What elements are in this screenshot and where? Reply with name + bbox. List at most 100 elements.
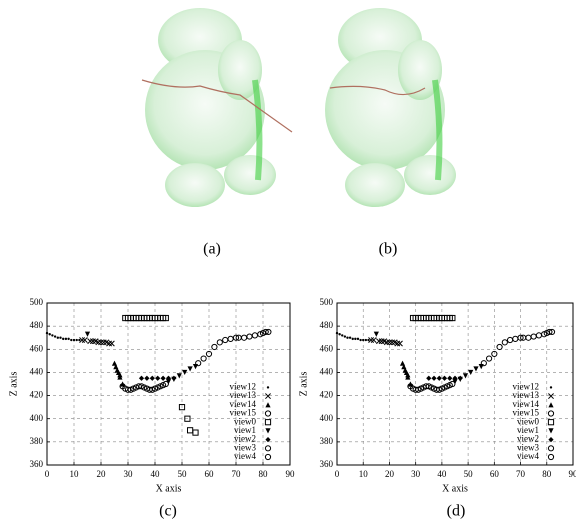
point (336, 332, 338, 334)
y-tick-label: 400 (30, 413, 44, 423)
legend-marker (548, 428, 553, 433)
point (193, 364, 198, 369)
point (212, 344, 217, 349)
figure: (a) (b) (c) (d) 360380400420440460480500… (0, 0, 576, 524)
x-tick-label: 20 (385, 469, 395, 479)
x-tick-label: 0 (335, 469, 340, 479)
point (228, 336, 233, 341)
point (54, 335, 56, 337)
legend-marker (548, 420, 553, 425)
point (400, 361, 405, 366)
x-tick-label: 10 (359, 469, 369, 479)
point (90, 339, 95, 344)
x-axis-label: X axis (156, 483, 182, 494)
point (46, 332, 48, 334)
point (526, 335, 531, 340)
legend-marker (265, 420, 270, 425)
legend-marker (265, 454, 270, 459)
y-tick-label: 460 (30, 343, 44, 353)
point (188, 366, 193, 371)
point (352, 338, 354, 340)
point (367, 339, 369, 341)
point (507, 337, 512, 342)
point (502, 340, 507, 345)
x-tick-label: 60 (205, 469, 215, 479)
point (374, 332, 379, 337)
x-tick-label: 30 (124, 469, 134, 479)
point (349, 337, 351, 339)
y-tick-label: 440 (30, 366, 44, 376)
point (486, 356, 491, 361)
legend-marker (265, 446, 270, 451)
y-tick-label: 480 (320, 320, 334, 330)
point (379, 339, 384, 344)
y-tick-label: 480 (30, 320, 44, 330)
x-tick-label: 50 (464, 469, 474, 479)
point (196, 361, 201, 366)
x-tick-label: 80 (259, 469, 269, 479)
point (49, 333, 51, 335)
point (397, 341, 402, 346)
y-tick-label: 500 (30, 297, 44, 307)
x-tick-label: 50 (178, 469, 188, 479)
point (463, 373, 468, 378)
x-tick-label: 70 (516, 469, 526, 479)
y-tick-label: 420 (320, 390, 334, 400)
legend-label: view4 (517, 451, 539, 461)
point (57, 337, 59, 339)
point (338, 333, 340, 335)
point (473, 366, 478, 371)
model-image-b (325, 8, 456, 207)
x-tick-label: 30 (411, 469, 421, 479)
point (458, 376, 463, 381)
point (59, 337, 61, 339)
legend-marker (548, 402, 553, 407)
point (51, 334, 53, 336)
point (437, 376, 442, 381)
legend-marker (265, 411, 270, 416)
x-axis-label: X axis (442, 483, 468, 494)
x-tick-label: 0 (45, 469, 50, 479)
point (109, 341, 114, 346)
point (65, 338, 67, 340)
point (201, 356, 206, 361)
point (346, 337, 348, 339)
y-axis-label: Z axis (8, 372, 19, 397)
caption: (a) (203, 241, 221, 258)
caption: (c) (159, 503, 177, 520)
legend-marker (548, 454, 553, 459)
point (217, 340, 222, 345)
legend-marker (550, 386, 552, 388)
point (161, 376, 166, 381)
point (242, 335, 247, 340)
point (177, 373, 182, 378)
point (73, 339, 75, 341)
point (223, 337, 228, 342)
y-tick-label: 380 (320, 436, 334, 446)
legend-label: view4 (234, 451, 256, 461)
point (481, 361, 486, 366)
point (447, 376, 452, 381)
point (88, 339, 93, 344)
x-tick-label: 90 (286, 469, 296, 479)
legend-marker (267, 386, 269, 388)
point (442, 376, 447, 381)
y-tick-label: 400 (320, 413, 334, 423)
point (193, 430, 198, 435)
legend-marker (548, 411, 553, 416)
legend-marker (548, 394, 553, 399)
x-tick-label: 40 (151, 469, 161, 479)
x-tick-label: 70 (232, 469, 242, 479)
caption: (b) (379, 241, 398, 258)
point (344, 335, 346, 337)
point (252, 333, 257, 338)
point (536, 333, 541, 338)
point (188, 428, 193, 433)
y-tick-label: 440 (320, 366, 334, 376)
point (389, 340, 394, 345)
legend-marker (265, 428, 270, 433)
y-tick-label: 500 (320, 297, 334, 307)
point (144, 376, 149, 381)
point (85, 332, 90, 337)
point (354, 338, 356, 340)
